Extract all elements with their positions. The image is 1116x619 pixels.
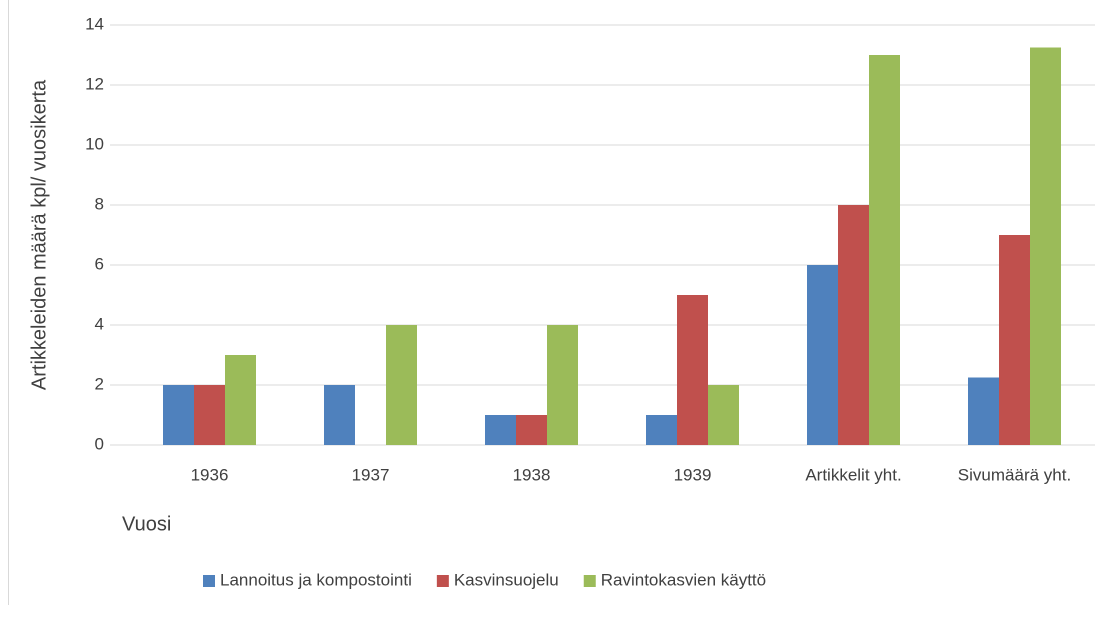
bar (485, 415, 516, 445)
y-tick-label: 2 (95, 374, 104, 393)
y-tick-label: 8 (95, 194, 104, 213)
bar (194, 385, 225, 445)
x-tick-label: 1937 (352, 465, 390, 484)
bar (999, 235, 1030, 445)
x-tick-label: Artikkelit yht. (805, 465, 901, 484)
x-tick-label: 1938 (513, 465, 551, 484)
bar (838, 205, 869, 445)
x-axis-label: Vuosi (122, 513, 171, 535)
y-tick-label: 4 (95, 314, 104, 333)
legend-swatch (436, 575, 449, 587)
legend-swatch (583, 575, 596, 587)
bar (163, 385, 194, 445)
x-tick-label: 1936 (191, 465, 229, 484)
legend-swatch (203, 575, 215, 587)
y-tick-label: 14 (85, 14, 104, 33)
y-tick-label: 10 (85, 134, 104, 153)
x-tick-label: 1939 (674, 465, 712, 484)
y-tick-label: 6 (95, 254, 104, 273)
bar (869, 55, 900, 445)
legend-label: Lannoitus ja kompostointi (220, 570, 412, 589)
bar (807, 265, 838, 445)
bar (225, 355, 256, 445)
bar (547, 325, 578, 445)
bar (677, 295, 708, 445)
y-tick-label: 12 (85, 74, 104, 93)
y-tick-label: 0 (95, 434, 104, 453)
bar (516, 415, 547, 445)
legend-label: Kasvinsuojelu (454, 570, 559, 589)
bar (386, 325, 417, 445)
bar (324, 385, 355, 445)
bar (646, 415, 677, 445)
y-axis-label: Artikkeleiden määrä kpl/ vuosikerta (28, 79, 50, 390)
x-tick-label: Sivumäärä yht. (958, 465, 1071, 484)
legend-label: Ravintokasvien käyttö (601, 570, 766, 589)
bar (1030, 47, 1061, 445)
bar (968, 377, 999, 445)
bar (708, 385, 739, 445)
